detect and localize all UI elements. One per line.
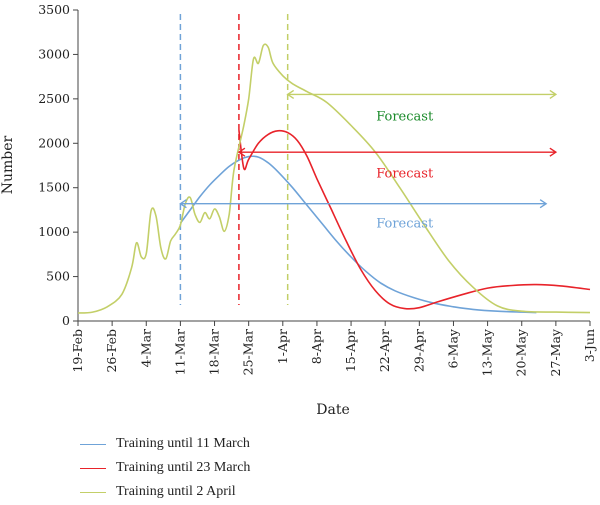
legend-label-series-2: Training until 23 March [116,460,251,475]
legend-item-series-1: Training until 11 March [80,432,250,456]
y-tick-label: 2500 [38,91,70,106]
series-line [179,155,537,314]
y-tick-label: 1000 [38,224,70,239]
x-tick-label: 25-Mar [241,329,256,375]
legend-item-series-3: Training until 2 April [80,480,250,504]
forecast-label: Forecast [376,166,434,181]
x-tick-label: 19-Feb [70,329,85,373]
series-line [238,129,591,310]
forecast-arrowhead-right [539,199,548,209]
y-tick-label: 0 [62,313,70,328]
x-tick-label: 8-Apr [309,329,324,364]
x-tick-label: 3-Jun [582,329,597,362]
series-line [77,43,591,314]
y-tick-label: 3000 [38,46,70,61]
forecast-arrowhead-right [549,89,558,99]
y-tick-label: 500 [46,269,70,284]
y-tick-label: 3500 [38,2,70,17]
chart-legend: Training until 11 March Training until 2… [80,432,250,504]
forecast-label: Forecast [376,110,434,125]
x-tick-label: 11-Mar [172,329,187,375]
x-tick-label: 6-May [445,328,460,368]
x-tick-label: 26-Feb [104,329,119,373]
x-tick-label: 15-Apr [343,329,358,372]
forecast-arrowhead-left [179,199,187,209]
x-tick-label: 1-Apr [275,329,290,364]
forecast-arrowhead-right [549,147,558,157]
y-axis-title: Number [0,135,16,194]
x-axis: 19-Feb 26-Feb 4-Mar 11-Mar 18-Mar 25-Mar 1-Apr… [70,320,597,376]
x-tick-label: 27-May [548,328,563,376]
forecast-arrowhead-left [237,147,246,157]
legend-label-series-1: Training until 11 March [116,436,250,451]
legend-swatch-series-1 [80,443,106,445]
x-tick-label: 13-May [480,328,495,376]
legend-label-series-3: Training until 2 April [116,484,236,499]
x-tick-label: 22-Apr [377,329,392,372]
forecast-arrowhead-left [286,89,295,99]
y-tick-label: 2000 [38,135,70,150]
x-tick-label: 20-May [514,328,529,376]
x-tick-label: 29-Apr [411,329,426,372]
y-tick-label: 1500 [38,180,70,195]
x-tick-label: 18-Mar [207,329,222,375]
line-chart: 0 500 1000 1500 2000 2500 3000 3500 19-Feb 26-Fe… [0,2,597,418]
legend-item-series-2: Training until 23 March [80,456,250,480]
x-axis-title: Date [316,402,349,418]
y-axis: 0 500 1000 1500 2000 2500 3000 3500 [38,2,79,328]
x-tick-label: 4-Mar [138,329,153,367]
forecast-annotations: Forecast Forecast Forecast [179,89,558,231]
series-lines [77,43,591,314]
forecast-label: Forecast [376,216,434,231]
legend-swatch-series-2 [80,467,106,469]
legend-swatch-series-3 [80,491,106,493]
